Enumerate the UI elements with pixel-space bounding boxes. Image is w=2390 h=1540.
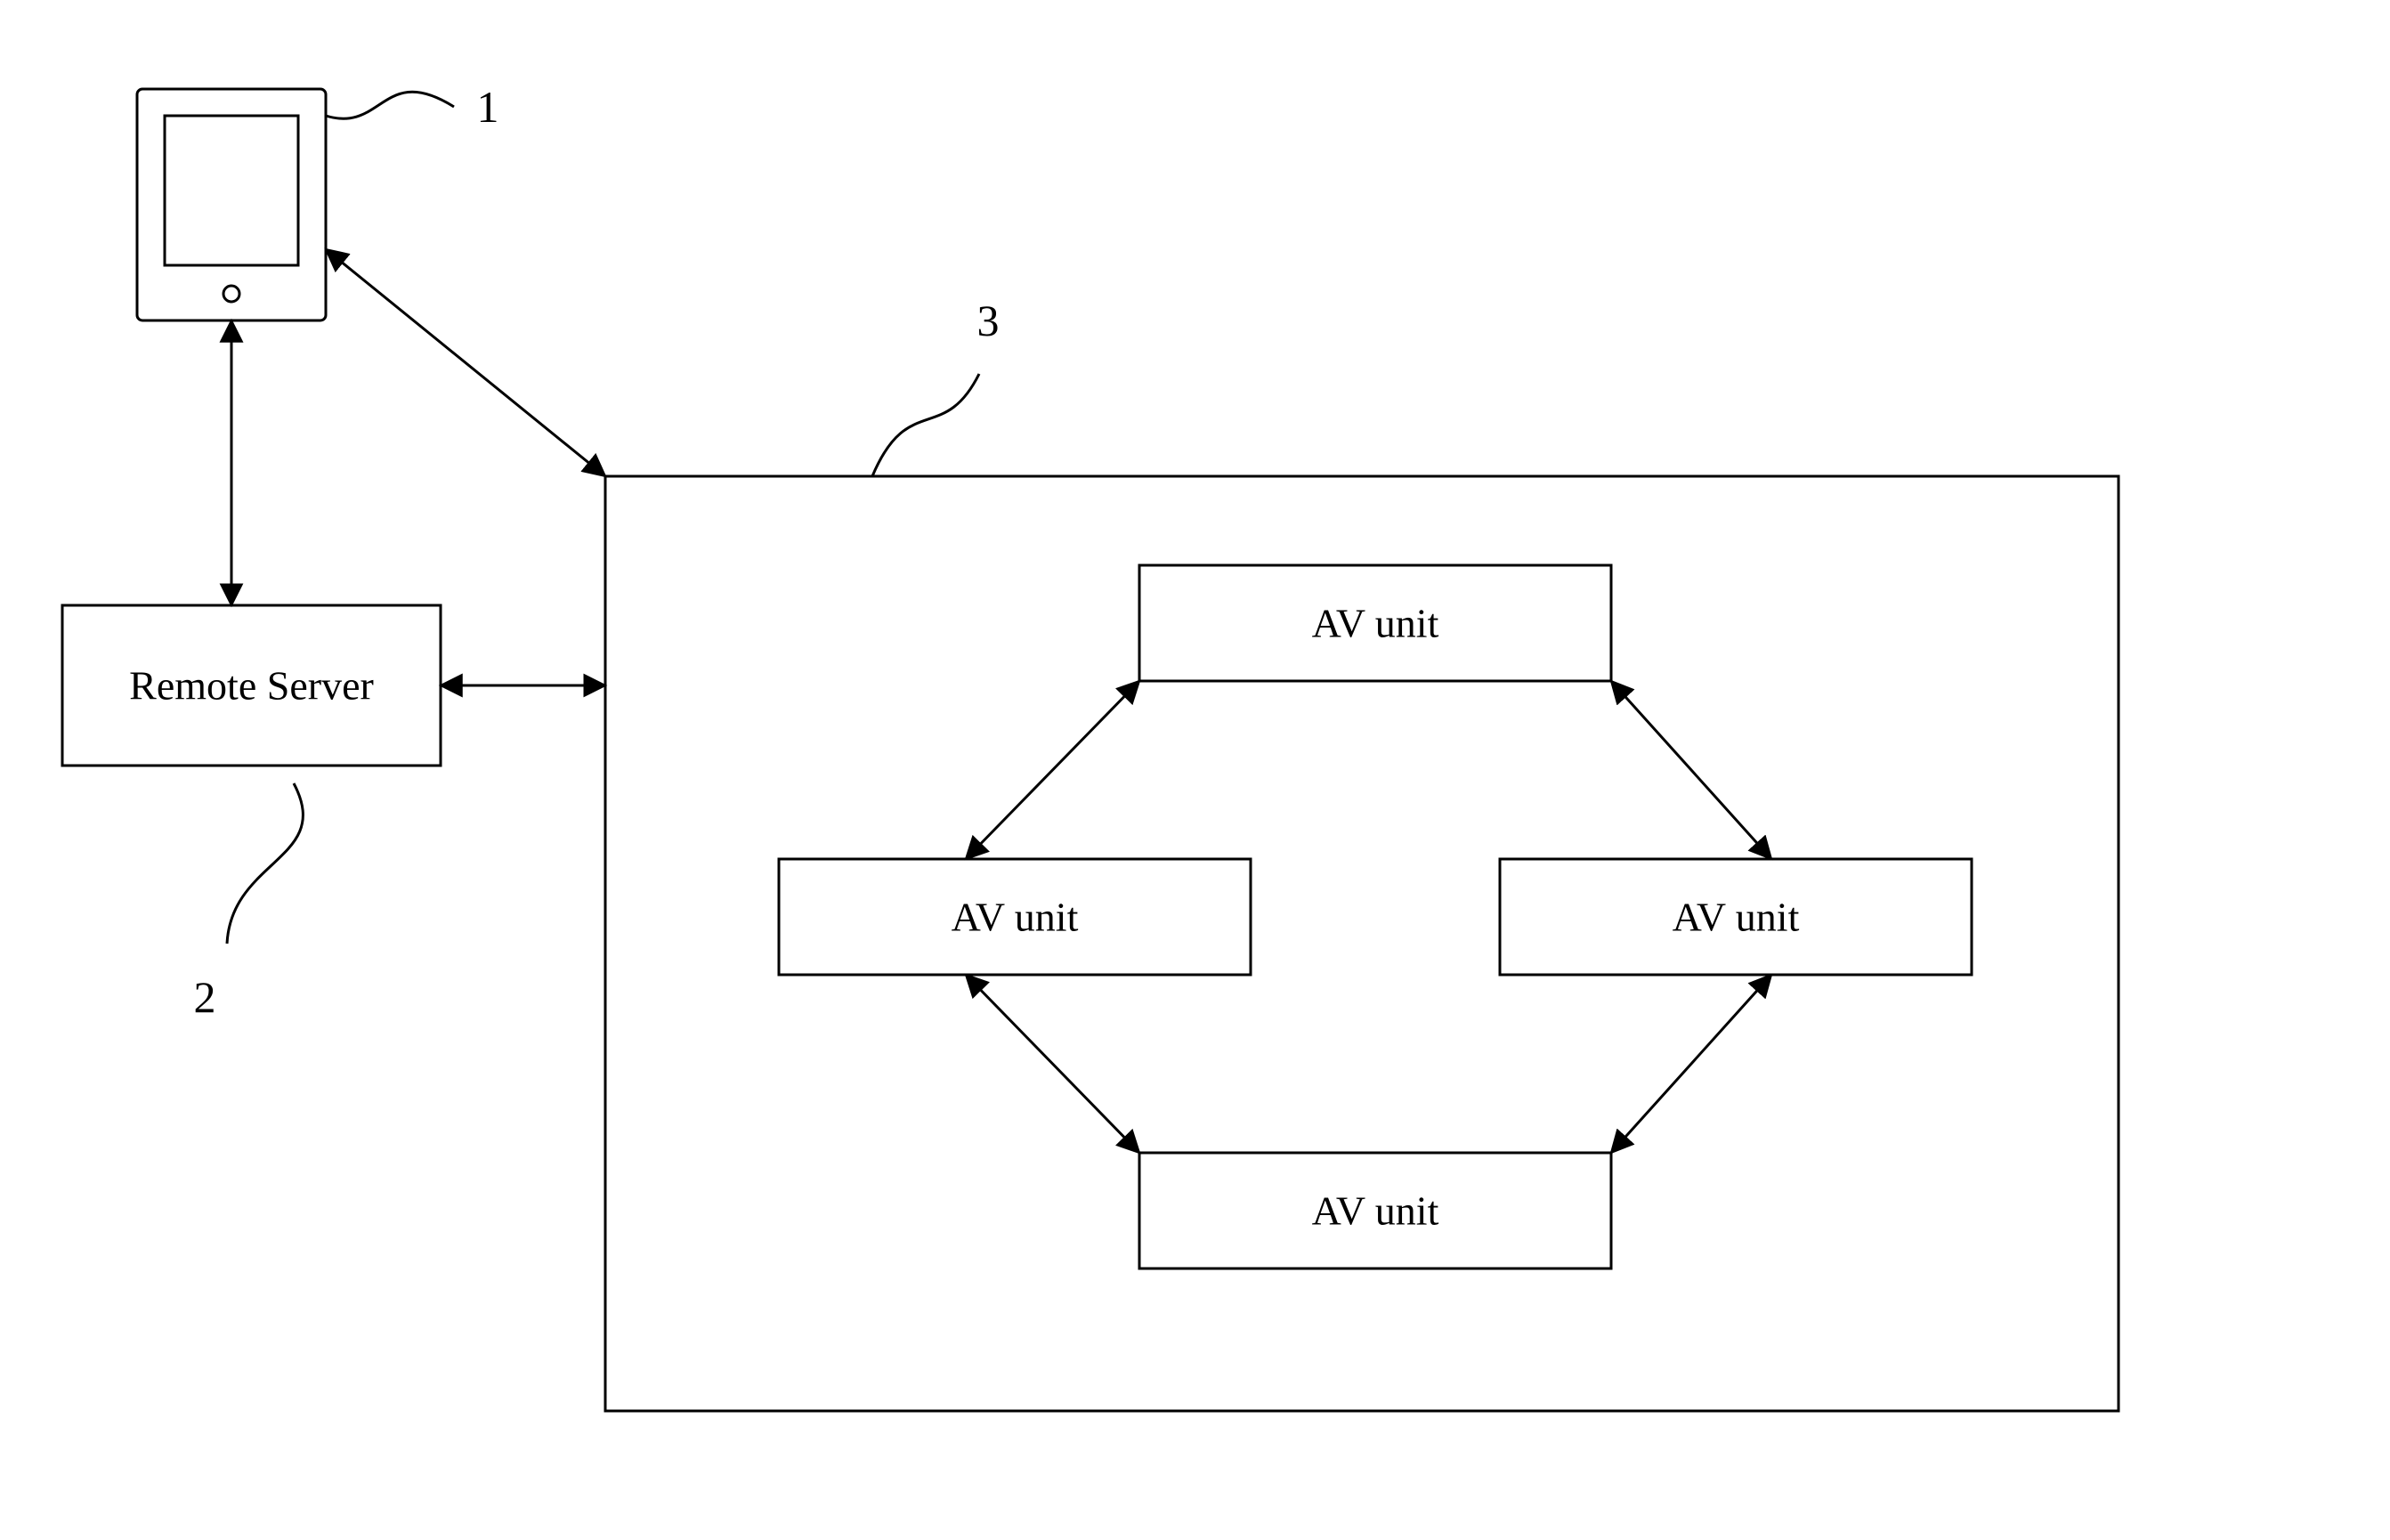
ref-label-ref1: 1	[477, 81, 499, 133]
arrow-av_bottom_left	[966, 975, 1139, 1153]
ref-curve-ref2	[227, 783, 303, 944]
ref-label-ref3: 3	[977, 295, 1000, 346]
arrow-av_bottom_right	[1611, 975, 1771, 1153]
diagram-canvas	[0, 0, 2390, 1540]
av_right-label: AV unit	[1673, 894, 1800, 941]
ref-curve-ref3	[872, 374, 979, 476]
remote_server-label: Remote Server	[129, 662, 374, 709]
tablet-screen	[165, 116, 298, 265]
ref-curve-ref1	[326, 92, 454, 118]
av_bottom-label: AV unit	[1312, 1187, 1439, 1235]
arrow-av_top_left	[966, 681, 1139, 859]
ref-label-ref2: 2	[194, 971, 216, 1023]
av_top-label: AV unit	[1312, 600, 1439, 647]
arrow-av_top_right	[1611, 681, 1771, 859]
tablet-home-button	[223, 286, 239, 302]
av_left-label: AV unit	[952, 894, 1079, 941]
arrow-tablet_to_container	[326, 249, 605, 476]
